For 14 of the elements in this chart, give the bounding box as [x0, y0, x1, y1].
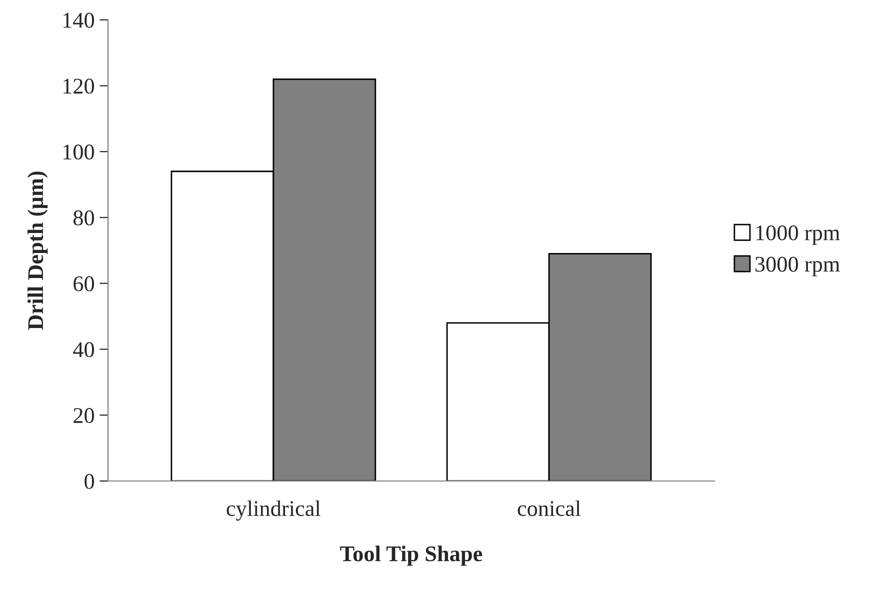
x-tick-label: cylindrical	[226, 500, 320, 521]
y-tick-label: 100	[63, 144, 94, 160]
y-tick-label: 0	[84, 474, 94, 489]
x-axis-title: Tool Tip Shape	[340, 546, 482, 566]
x-tick-label: conical	[518, 500, 581, 516]
y-tick-label: 20	[74, 408, 94, 424]
y-tick-label: 40	[73, 342, 94, 358]
y-axis-title: Drill Depth (µm)	[27, 172, 48, 330]
legend-label: 3000 rpm	[755, 256, 840, 276]
y-tick-label: 60	[74, 276, 94, 292]
y-tick-label: 120	[63, 78, 94, 94]
y-tick-label: 80	[73, 210, 94, 226]
y-tick-label: 140	[63, 12, 94, 28]
legend-label: 1000 rpm	[756, 225, 840, 245]
